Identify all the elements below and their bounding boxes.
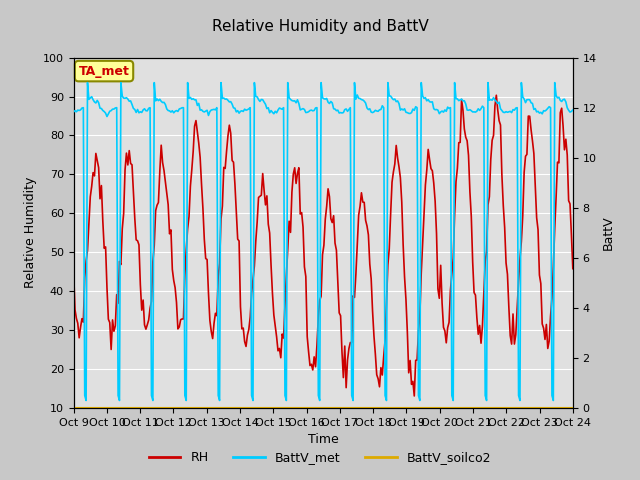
Y-axis label: BattV: BattV: [602, 216, 615, 250]
X-axis label: Time: Time: [308, 433, 339, 446]
Y-axis label: Relative Humidity: Relative Humidity: [24, 177, 37, 288]
Legend: RH, BattV_met, BattV_soilco2: RH, BattV_met, BattV_soilco2: [144, 446, 496, 469]
Text: TA_met: TA_met: [79, 65, 129, 78]
Text: Relative Humidity and BattV: Relative Humidity and BattV: [212, 19, 428, 34]
